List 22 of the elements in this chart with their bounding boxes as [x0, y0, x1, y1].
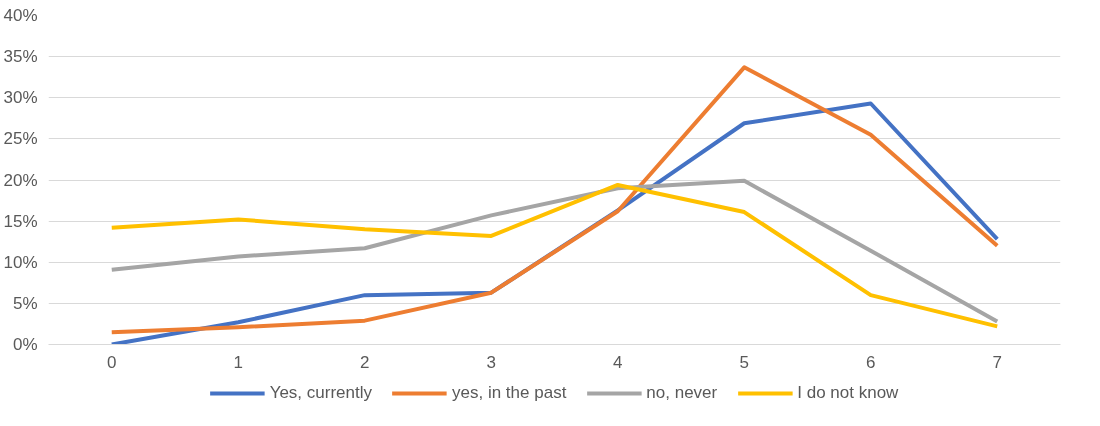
- y-tick-label: 25%: [3, 129, 38, 149]
- y-tick-label: 10%: [3, 252, 38, 272]
- x-tick-label: 0: [107, 352, 117, 372]
- y-tick-label: 30%: [3, 88, 38, 108]
- legend-label: yes, in the past: [452, 382, 567, 403]
- line-series: [109, 65, 1000, 335]
- y-tick-label: 5%: [12, 293, 38, 313]
- legend-label: Yes, currently: [269, 382, 373, 403]
- x-tick-label: 4: [613, 352, 623, 372]
- x-tick-label: 6: [866, 352, 876, 372]
- y-tick-label: 40%: [3, 6, 38, 25]
- y-tick-label: 15%: [3, 211, 38, 231]
- legend-label: no, never: [646, 382, 718, 403]
- x-tick-label: 3: [486, 352, 496, 372]
- y-tick-label: 20%: [3, 170, 38, 190]
- x-tick-label: 7: [992, 352, 1002, 372]
- y-tick-label: 0%: [12, 335, 38, 354]
- y-tick-label: 35%: [3, 47, 38, 67]
- x-tick-label: 5: [739, 352, 749, 372]
- x-tick-label: 2: [360, 352, 370, 372]
- legend-label: I do not know: [797, 382, 899, 403]
- x-tick-label: 1: [233, 352, 243, 372]
